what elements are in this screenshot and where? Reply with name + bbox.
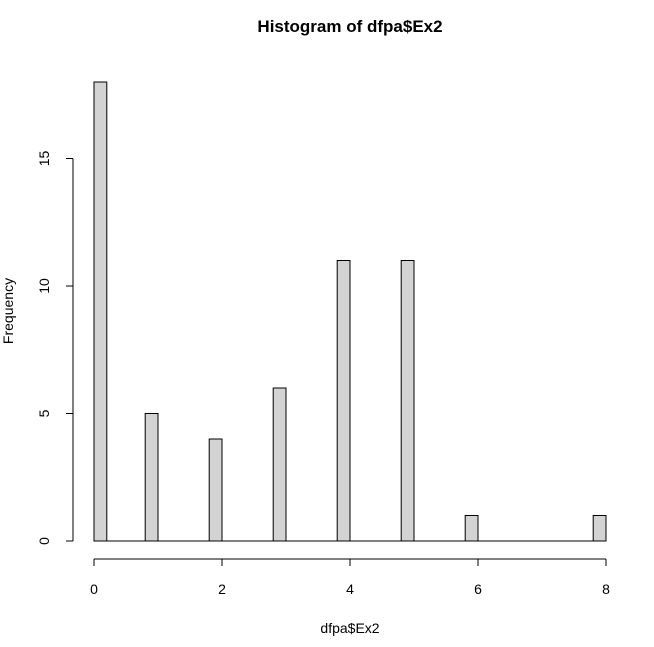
y-tick-label: 15 [36,151,52,167]
y-tick-label: 10 [36,278,52,294]
x-tick-label: 0 [90,581,98,597]
y-tick-label: 0 [36,537,52,545]
y-tick-label: 5 [36,409,52,417]
histogram-bar-2 [208,438,223,542]
x-axis: 0 2 4 6 8 [90,558,610,597]
chart-title: Histogram of dfpa$Ex2 [257,17,442,36]
histogram-bar-5 [400,260,415,542]
histogram-bar-3 [272,387,287,542]
histogram-bar-6 [464,515,479,542]
histogram-bar-0 [93,81,108,542]
histogram-bar-7 [592,515,607,542]
y-axis-label: Frequency [0,278,16,344]
x-tick-label: 4 [346,581,354,597]
x-tick-label: 6 [474,581,482,597]
x-axis-label: dfpa$Ex2 [320,620,379,636]
histogram-bar-4 [336,260,351,542]
bars-group [93,81,607,542]
histogram-bar-1 [144,413,159,542]
y-axis: 0 5 10 15 [36,151,74,545]
x-tick-label: 2 [218,581,226,597]
x-tick-label: 8 [602,581,610,597]
